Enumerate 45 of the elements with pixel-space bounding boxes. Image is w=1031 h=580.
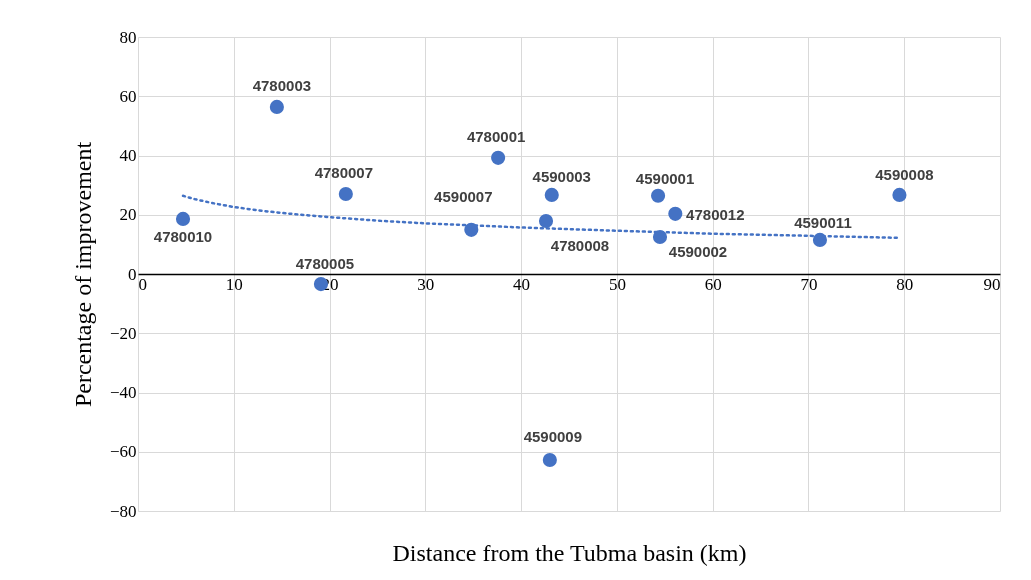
x-tick-label: 90	[983, 274, 1001, 294]
point	[668, 206, 683, 221]
point	[892, 187, 907, 202]
point	[491, 150, 506, 165]
annotation: 4780003	[252, 76, 312, 94]
y-tick-label: 20	[119, 205, 137, 225]
annotation: 4780012	[686, 205, 745, 223]
annotation: 4590007	[434, 187, 493, 205]
annotation: 4780008	[550, 236, 610, 254]
x-tick-label: 60	[704, 274, 722, 294]
annotation: 4590011	[794, 213, 852, 231]
point	[544, 187, 559, 202]
annotation: 4590008	[875, 165, 934, 183]
x-tick-label: 50	[608, 274, 626, 294]
point	[651, 188, 666, 203]
y-tick-label: 40	[119, 146, 137, 165]
annotation: 4590001	[635, 169, 695, 187]
x-tick-label: 80	[896, 274, 914, 294]
point	[538, 213, 554, 229]
x-tick-label: 30	[417, 274, 435, 294]
annotation: 4780010	[153, 227, 213, 245]
y-tick-label: −20	[109, 323, 137, 343]
annotation: 4780007	[314, 164, 374, 182]
point	[652, 229, 668, 245]
y-tick-label: −40	[109, 383, 137, 402]
annotation: 4780005	[295, 255, 355, 273]
point	[812, 232, 828, 247]
point	[338, 186, 353, 202]
annotation: 4590003	[532, 167, 591, 185]
point	[464, 222, 479, 237]
y-tick-label: 80	[119, 27, 137, 47]
x-tick-label: 40	[513, 274, 531, 294]
point	[542, 452, 557, 468]
y-tick-label: −60	[109, 442, 137, 462]
x-tick-label: 70	[800, 274, 818, 294]
y-axis-title: Percentage of improvement	[69, 141, 96, 408]
x-tick-label: 10	[225, 274, 243, 294]
point	[175, 211, 191, 226]
annotation: 4590002	[668, 242, 728, 260]
y-tick-label: −80	[109, 501, 137, 521]
y-tick-label: 60	[119, 86, 137, 106]
point	[269, 99, 284, 114]
x-axis-title: Distance from the Tubma basin (km)	[392, 539, 747, 566]
annotation: 4780001	[466, 127, 526, 145]
annotation: 4590009	[523, 428, 583, 446]
